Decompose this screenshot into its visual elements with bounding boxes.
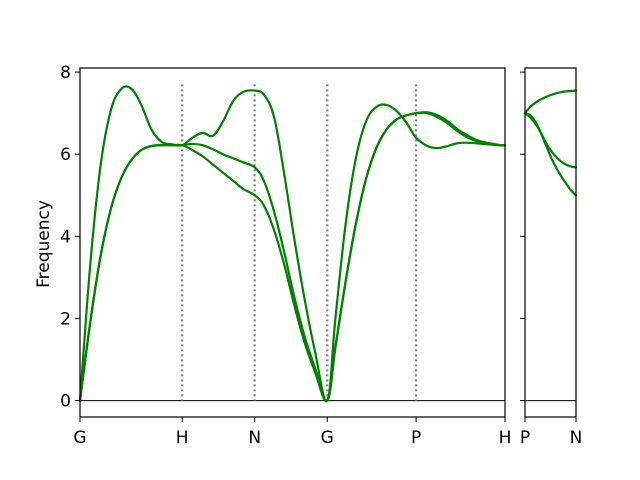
- y-tick-label: 4: [60, 227, 71, 247]
- series-line-1: [523, 112, 578, 197]
- x-tick-label: N: [570, 428, 583, 448]
- y-tick-label: 6: [60, 145, 71, 165]
- axes-frame: [79, 67, 506, 418]
- x-tick-label: H: [176, 428, 189, 448]
- x-tick-label: N: [248, 428, 261, 448]
- y-tick-label: 0: [60, 392, 71, 412]
- main-panel: G H N G P H 0 2 4 6 8: [60, 63, 511, 448]
- y-axis-label: Frequency: [34, 200, 54, 288]
- y-tick-label: 8: [60, 63, 71, 83]
- x-tick-label: P: [411, 428, 421, 448]
- x-tick-label: H: [499, 428, 512, 448]
- x-tick-label: G: [321, 428, 334, 448]
- y-tick-label: 2: [60, 309, 71, 329]
- x-tick-label: P: [520, 428, 530, 448]
- series-line-3: [78, 85, 507, 403]
- x-tick-label: G: [73, 428, 86, 448]
- series-line-2: [523, 112, 578, 169]
- series-line-3: [523, 89, 578, 115]
- axes-frame: [524, 67, 577, 418]
- series-line-2: [78, 111, 507, 402]
